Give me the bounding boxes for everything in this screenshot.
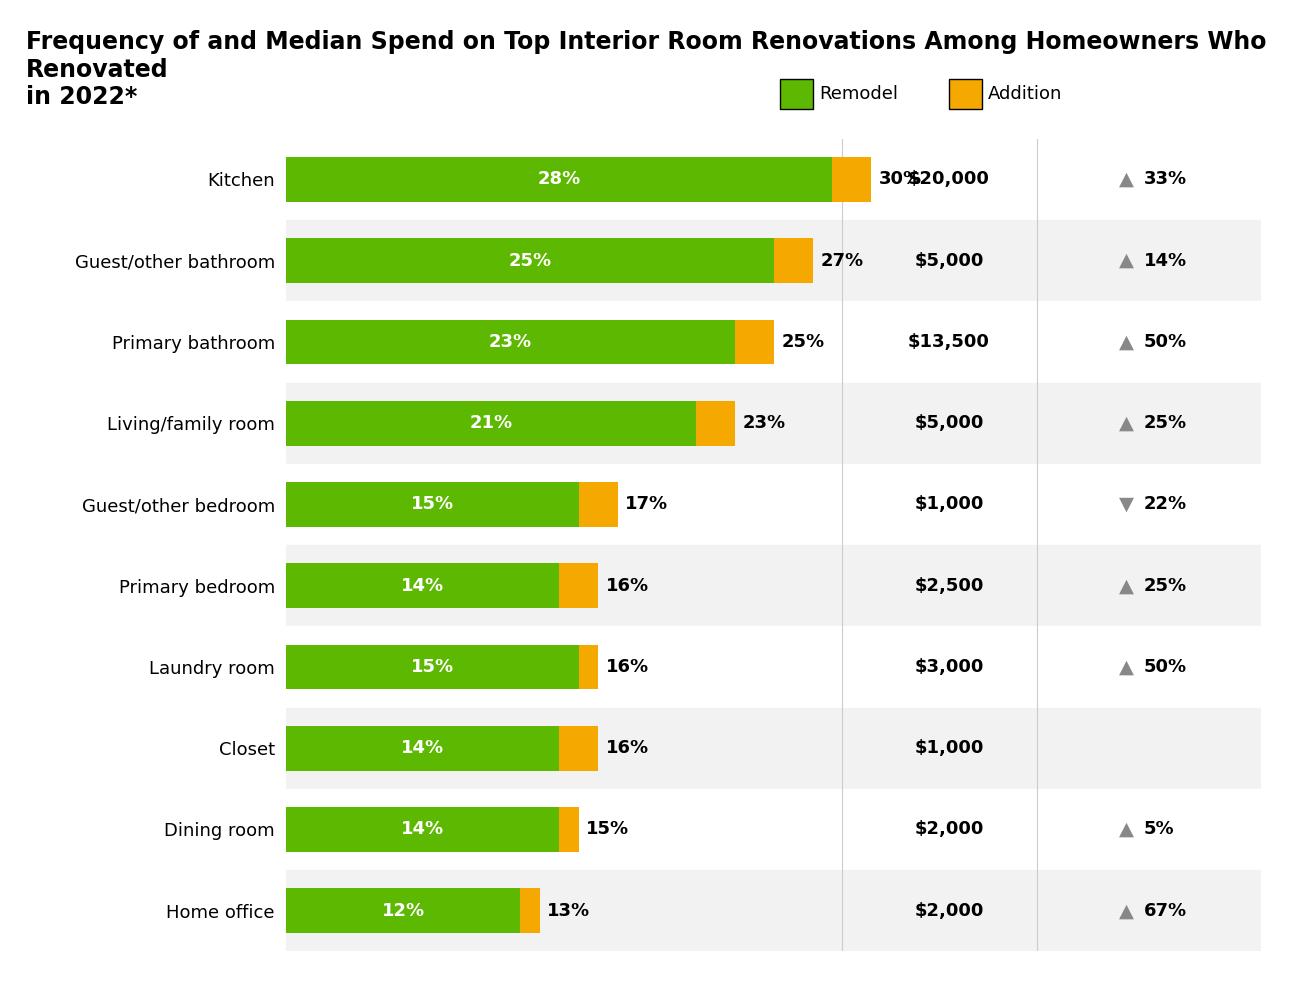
Bar (286, 238, 774, 283)
Text: 16%: 16% (606, 739, 649, 757)
Text: ▼: ▼ (1119, 495, 1134, 514)
Text: 15%: 15% (586, 821, 629, 838)
Text: 21%: 21% (469, 414, 512, 432)
Bar (286, 400, 696, 446)
Text: 14%: 14% (400, 577, 445, 595)
Bar (286, 157, 832, 202)
Text: 67%: 67% (1144, 902, 1187, 920)
Bar (286, 725, 559, 771)
Text: 12%: 12% (381, 902, 425, 920)
Text: 27%: 27% (820, 252, 863, 270)
Text: $13,500: $13,500 (909, 333, 989, 351)
Text: 50%: 50% (1144, 658, 1187, 676)
Text: 13%: 13% (547, 902, 590, 920)
Text: Frequency of and Median Spend on Top Interior Room Renovations Among Homeowners : Frequency of and Median Spend on Top Int… (26, 30, 1266, 109)
Text: 17%: 17% (625, 496, 668, 513)
Bar (286, 563, 559, 608)
Text: 16%: 16% (606, 658, 649, 676)
Bar (734, 319, 773, 365)
Bar (559, 725, 598, 771)
Text: ▲: ▲ (1119, 413, 1134, 433)
Text: 23%: 23% (489, 333, 532, 351)
Text: $1,000: $1,000 (914, 739, 984, 757)
Text: $2,500: $2,500 (914, 577, 984, 595)
Text: Addition: Addition (988, 85, 1062, 103)
Text: 23%: 23% (742, 414, 785, 432)
Text: ▲: ▲ (1119, 820, 1134, 839)
Bar (578, 644, 598, 690)
Text: 16%: 16% (606, 577, 649, 595)
Text: $2,000: $2,000 (914, 821, 984, 838)
Text: 28%: 28% (537, 170, 581, 188)
Bar (286, 301, 1261, 383)
Bar (578, 482, 618, 527)
Bar (286, 644, 578, 690)
Text: $3,000: $3,000 (914, 658, 984, 676)
Bar (286, 708, 1261, 789)
Bar (559, 807, 578, 852)
Bar (286, 220, 1261, 301)
Text: 50%: 50% (1144, 333, 1187, 351)
Bar (286, 139, 1261, 220)
Bar (286, 870, 1261, 951)
Text: ▲: ▲ (1119, 251, 1134, 271)
Text: 30%: 30% (879, 170, 922, 188)
Text: ▲: ▲ (1119, 169, 1134, 189)
Text: 33%: 33% (1144, 170, 1187, 188)
Text: 14%: 14% (400, 821, 445, 838)
Text: 15%: 15% (411, 496, 454, 513)
Text: $5,000: $5,000 (914, 414, 984, 432)
Bar (286, 545, 1261, 626)
Text: ▲: ▲ (1119, 332, 1134, 352)
Text: $20,000: $20,000 (909, 170, 989, 188)
Text: ▲: ▲ (1119, 901, 1134, 921)
Bar (286, 807, 559, 852)
Bar (286, 319, 734, 365)
Text: 25%: 25% (508, 252, 551, 270)
Bar (559, 563, 598, 608)
Text: 25%: 25% (781, 333, 824, 351)
Bar (286, 383, 1261, 464)
Bar (696, 400, 734, 446)
Text: 25%: 25% (1144, 414, 1187, 432)
Bar (520, 888, 540, 934)
Bar (286, 789, 1261, 870)
Text: 14%: 14% (400, 739, 445, 757)
Bar (832, 157, 871, 202)
Text: 25%: 25% (1144, 577, 1187, 595)
Bar (774, 238, 812, 283)
Text: 14%: 14% (1144, 252, 1187, 270)
Text: ▲: ▲ (1119, 576, 1134, 596)
Text: $2,000: $2,000 (914, 902, 984, 920)
Text: 22%: 22% (1144, 496, 1187, 513)
Bar (286, 888, 520, 934)
Text: Remodel: Remodel (819, 85, 898, 103)
Bar (286, 464, 1261, 545)
Text: $1,000: $1,000 (914, 496, 984, 513)
Text: ▲: ▲ (1119, 657, 1134, 677)
Bar (286, 482, 578, 527)
Text: 5%: 5% (1144, 821, 1175, 838)
Text: 15%: 15% (411, 658, 454, 676)
Bar (286, 626, 1261, 708)
Text: $5,000: $5,000 (914, 252, 984, 270)
